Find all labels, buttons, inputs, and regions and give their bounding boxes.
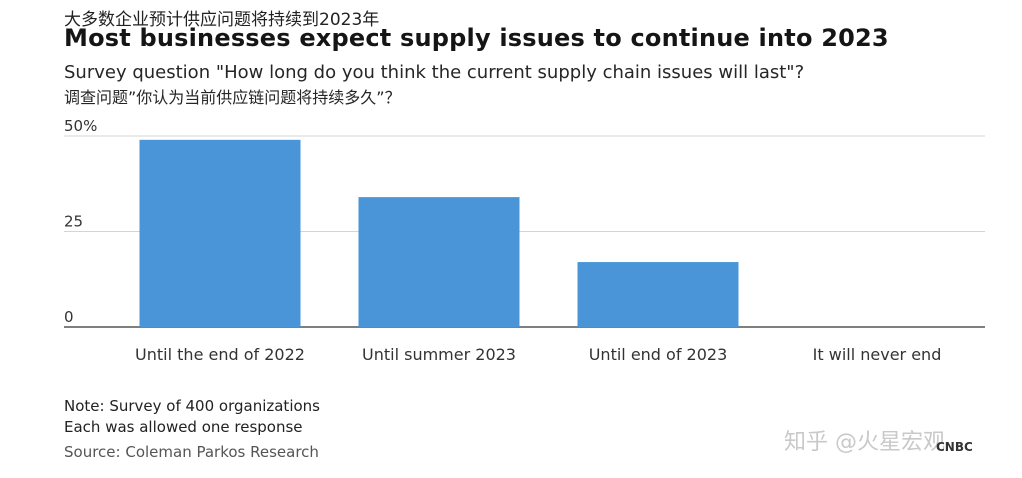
note-text-2: Each was allowed one response — [64, 418, 303, 436]
y-tick-label: 0 — [64, 308, 74, 326]
bar — [358, 197, 520, 327]
bar — [577, 262, 739, 327]
x-tick-label: Until the end of 2022 — [135, 345, 305, 364]
chart-subtitle: Survey question "How long do you think t… — [64, 62, 805, 83]
y-tick-label: 50% — [64, 117, 97, 135]
note-text: Note: Survey of 400 organizations — [64, 397, 320, 415]
bar — [139, 139, 301, 327]
cnbc-logo: CNBC — [936, 440, 973, 454]
chinese-subtitle: 调查问题”你认为当前供应链问题将持续多久”？ — [64, 88, 401, 107]
x-tick-label: Until end of 2023 — [589, 345, 728, 364]
y-tick-label: 25 — [64, 213, 83, 231]
source-text: Source: Coleman Parkos Research — [64, 443, 319, 461]
x-tick-label: Until summer 2023 — [362, 345, 516, 364]
chart-title: Most businesses expect supply issues to … — [64, 24, 889, 52]
x-tick-label: It will never end — [813, 345, 942, 364]
chinese-title: 大多数企业预计供应问题将持续到2023年 — [64, 10, 380, 30]
watermark-text: 知乎 @火星宏观 — [784, 430, 945, 455]
